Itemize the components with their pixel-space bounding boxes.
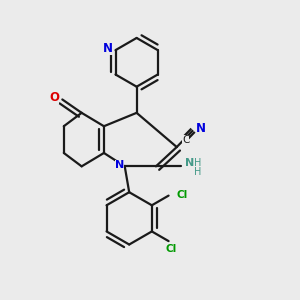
Text: N: N [103, 42, 113, 55]
Text: N: N [115, 160, 124, 170]
Text: H: H [194, 167, 201, 177]
Text: Cl: Cl [176, 190, 187, 200]
Text: H: H [194, 158, 201, 168]
Text: Cl: Cl [165, 244, 177, 254]
Text: O: O [49, 91, 59, 103]
Text: N: N [185, 158, 195, 168]
Text: C: C [182, 135, 189, 145]
Text: N: N [196, 122, 206, 135]
